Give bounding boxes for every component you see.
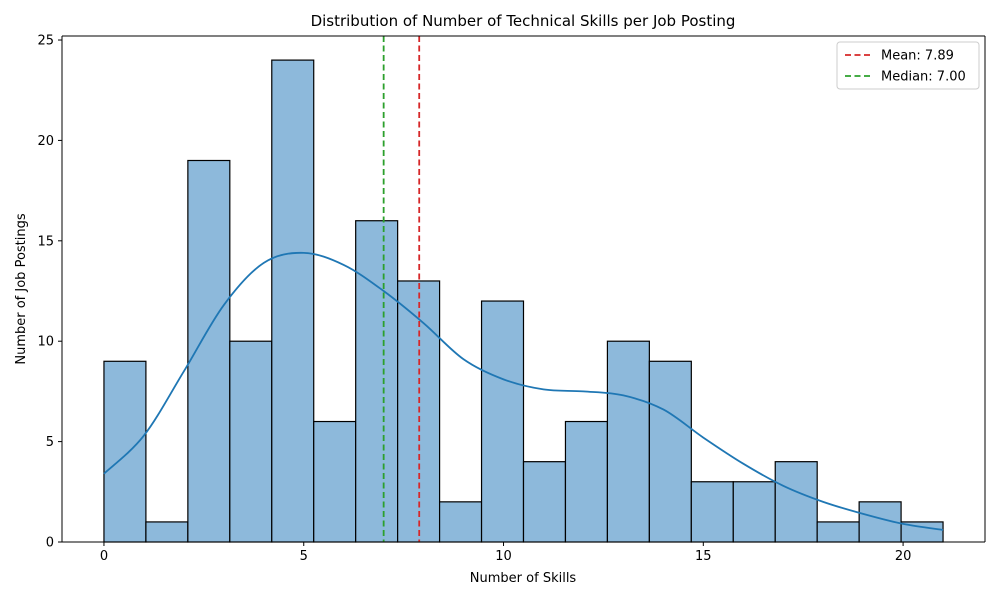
kde-layer [103, 251, 944, 531]
histogram-bar [355, 220, 399, 543]
histogram-bar [816, 521, 860, 543]
histogram-bar [522, 461, 567, 543]
histogram-bar [606, 340, 650, 543]
y-tick-label: 5 [46, 435, 54, 450]
y-tick-label: 10 [37, 335, 54, 350]
median-legend-label: Median: 7.00 [881, 70, 966, 85]
legend: Mean: 7.89 Median: 7.00 [836, 41, 980, 90]
histogram-bar [690, 481, 734, 543]
histogram-bar [187, 159, 231, 543]
reference-lines-layer [382, 36, 421, 542]
y-tick-label: 15 [37, 234, 54, 249]
x-tick-label: 15 [695, 549, 712, 564]
x-tick-label: 0 [100, 549, 108, 564]
legend-box [836, 41, 980, 90]
histogram-bar [648, 360, 692, 543]
x-tick-label: 20 [895, 549, 912, 564]
histogram-bar [313, 420, 357, 543]
y-tick-label: 25 [37, 34, 54, 49]
histogram-bar [774, 461, 818, 543]
histogram-bar [103, 360, 147, 543]
kde-curve [103, 251, 944, 531]
histogram-bar [438, 501, 483, 543]
histogram-bar [480, 300, 525, 543]
x-tick-label: 10 [495, 549, 512, 564]
axes-layer: 0 5 10 15 20 0 5 10 15 20 25 [37, 34, 986, 564]
histogram-bar [564, 420, 609, 543]
chart-title: Distribution of Number of Technical Skil… [311, 12, 736, 30]
y-tick-label: 0 [46, 536, 54, 551]
histogram-bar [229, 340, 273, 543]
y-tick-label: 20 [37, 134, 54, 149]
histogram-bar [145, 521, 189, 543]
y-axis-label: Number of Job Postings [14, 213, 29, 364]
bars-layer [103, 59, 944, 543]
histogram-bar [271, 59, 315, 543]
histogram-bar [732, 481, 776, 543]
x-tick-label: 5 [300, 549, 308, 564]
mean-legend-label: Mean: 7.89 [881, 49, 954, 64]
x-axis-label: Number of Skills [470, 571, 577, 586]
